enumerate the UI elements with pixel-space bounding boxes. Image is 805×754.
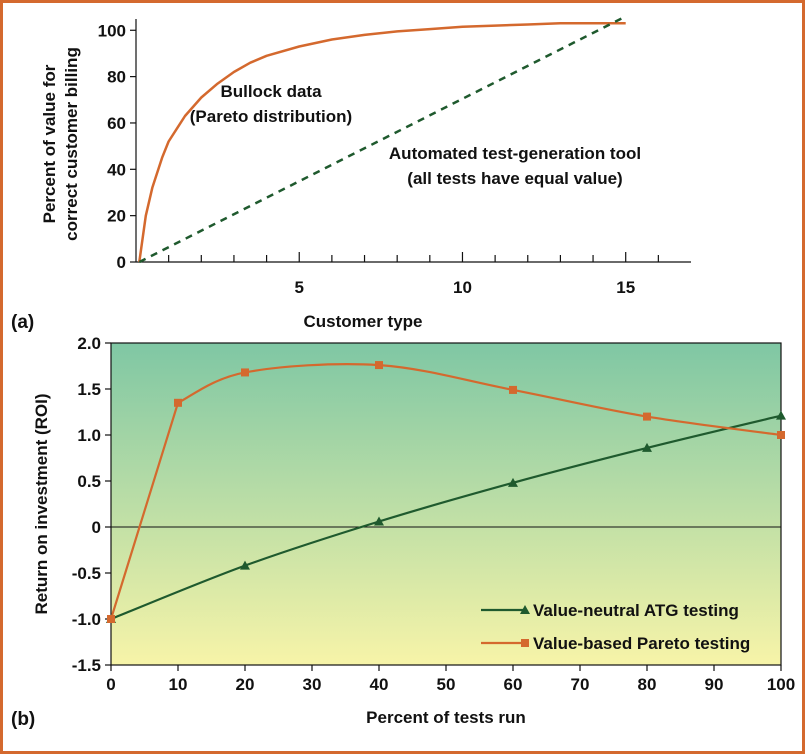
b-y-tick-label: 1.5: [77, 380, 101, 399]
a-y-tick-label: 100: [98, 21, 126, 40]
b-x-tick-label: 10: [169, 675, 188, 694]
b-point-pareto: [241, 368, 249, 377]
b-x-tick-label: 70: [571, 675, 590, 694]
b-point-atg: [776, 410, 786, 420]
chart-b: -1.5 -1.0 -0.5 0 0.5 1.0 1.5 2.0 0 10 20 30 40 50 60 70…: [11, 334, 795, 730]
a-x-tick-label: 10: [453, 278, 472, 297]
a-series-line-atg: [138, 15, 627, 264]
chart-a: 0 20 40 60 80 100 5 10 15 Bullock data (Pareto dis…: [11, 15, 691, 333]
a-y-tick-label: 80: [107, 68, 126, 87]
a-y-tick-label: 0: [117, 253, 126, 272]
b-x-tick-label: 80: [638, 675, 657, 694]
a-y-axis-title-line: Percent of value for: [40, 64, 59, 223]
b-x-tick-label: 20: [236, 675, 255, 694]
b-x-axis-title: Percent of tests run: [366, 708, 526, 727]
b-point-pareto: [375, 361, 383, 370]
b-series-line-atg: [110, 414, 782, 621]
b-point-atg: [240, 560, 250, 570]
b-legend-marker-atg: [520, 605, 530, 614]
b-y-tick-label: 1.0: [77, 426, 101, 445]
b-point-atg: [642, 442, 652, 452]
b-point-pareto: [174, 398, 182, 407]
b-x-tick-label: 100: [767, 675, 795, 694]
b-point-pareto: [509, 385, 517, 394]
b-legend-marker-pareto: [521, 639, 529, 647]
a-annotation-bullock: (Pareto distribution): [190, 107, 352, 126]
a-panel-label: (a): [11, 312, 34, 333]
b-legend-label-pareto: Value-based Pareto testing: [533, 634, 750, 653]
a-y-tick-label: 40: [107, 160, 126, 179]
b-x-tick-label: 90: [705, 675, 724, 694]
b-y-tick-label: -0.5: [72, 564, 101, 583]
a-x-axis-title: Customer type: [303, 312, 422, 331]
b-y-axis-title: Return on investment (ROI): [32, 393, 51, 614]
b-x-tick-label: 0: [106, 675, 115, 694]
b-point-pareto: [107, 615, 115, 623]
b-x-tick-label: 30: [303, 675, 322, 694]
a-series-line-bullock: [138, 22, 626, 263]
a-y-axis-title: Percent of value for correct customer bil…: [40, 47, 81, 241]
b-y-tick-label: 0: [92, 518, 101, 537]
a-annotation-atg: Automated test-generation tool: [389, 144, 641, 163]
b-y-tick-label: 0.5: [77, 472, 101, 491]
a-y-axis-title-line: correct customer billing: [62, 47, 81, 241]
b-x-tick-label: 60: [504, 675, 523, 694]
b-point-pareto: [643, 412, 651, 421]
a-annotation-bullock: Bullock data: [220, 82, 322, 101]
b-x-tick-label: 40: [370, 675, 389, 694]
b-point-atg: [374, 516, 384, 526]
a-y-tick-label: 20: [107, 207, 126, 226]
b-point-pareto: [777, 431, 785, 439]
a-x-tick-label: 5: [295, 278, 304, 297]
b-panel-label: (b): [11, 709, 35, 730]
b-point-atg: [508, 477, 518, 487]
b-y-tick-label: -1.5: [72, 656, 101, 675]
b-legend-label-atg: Value-neutral ATG testing: [533, 601, 739, 620]
a-x-tick-label: 15: [616, 278, 635, 297]
b-y-tick-label: -1.0: [72, 610, 101, 629]
b-plot-background: [110, 342, 782, 666]
a-y-tick-label: 60: [107, 114, 126, 133]
a-annotation-atg: (all tests have equal value): [407, 169, 622, 188]
b-x-tick-label: 50: [437, 675, 456, 694]
b-y-tick-label: 2.0: [77, 334, 101, 353]
